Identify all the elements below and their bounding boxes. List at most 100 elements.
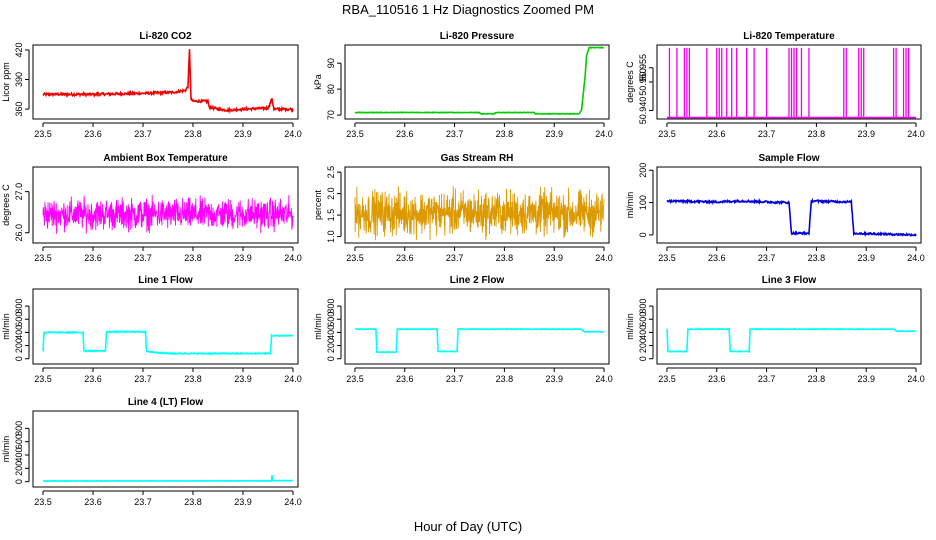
- y-axis-sampleflow: 0 100 200: [638, 163, 654, 237]
- y-tick-label: 50.940: [638, 97, 648, 125]
- x-tick-label: 23.8: [496, 129, 514, 139]
- series-line-rh: [354, 186, 605, 241]
- plot-frame-li820temp: [656, 44, 922, 120]
- y-tick-label: 70: [326, 110, 336, 120]
- panel-title-line1: Line 1 Flow: [138, 275, 193, 286]
- x-tick-label: 23.5: [658, 129, 676, 139]
- panel-title-li820temp: Li-820 Temperature: [743, 31, 835, 42]
- x-tick-label: 23.8: [184, 374, 202, 384]
- x-tick-label: 23.5: [346, 253, 364, 263]
- x-tick-label: 23.8: [808, 374, 826, 384]
- y-tick-label: 100: [638, 195, 648, 210]
- y-tick-label: 0: [14, 479, 24, 484]
- y-tick-label: 1.0: [326, 230, 336, 243]
- x-tick-label: 23.8: [496, 253, 514, 263]
- series-rh: [354, 186, 605, 241]
- plot-frame-line4: [32, 410, 299, 488]
- y-tick-label: 600: [14, 434, 24, 449]
- plot-frame-line1: [32, 288, 299, 365]
- x-tick-label: 23.5: [658, 374, 676, 384]
- plot-frame-line2: [344, 288, 610, 365]
- x-tick-label: 24.0: [595, 129, 613, 139]
- series-boxtemp: [42, 194, 294, 234]
- y-tick-label: 0: [638, 232, 648, 237]
- panel-rh: Gas Stream RH 23.5 23.6 23.7 23.8 23.9 24.0 1.0…: [313, 153, 613, 263]
- y-tick-label: 0: [326, 356, 336, 361]
- y-tick-label: 600: [638, 312, 648, 327]
- y-tick-label: 390: [14, 72, 24, 87]
- x-tick-label: 23.6: [84, 253, 102, 263]
- plot-frame-line3: [656, 288, 922, 365]
- y-axis-label-pressure: kPa: [313, 74, 323, 90]
- y-tick-label: 200: [14, 338, 24, 353]
- x-tick-label: 23.5: [34, 129, 52, 139]
- y-axis-label-rh: percent: [313, 189, 323, 220]
- x-axis-rh: 23.5 23.6 23.7 23.8 23.9 24.0: [346, 246, 613, 263]
- plot-frame-sampleflow: [656, 166, 922, 244]
- x-tick-label: 24.0: [284, 253, 302, 263]
- y-tick-label: 600: [326, 312, 336, 327]
- y-tick-label: 400: [326, 325, 336, 340]
- y-tick-label: 50.955: [638, 54, 648, 82]
- series-line-line4: [42, 474, 294, 483]
- panel-title-pressure: Li-820 Pressure: [440, 31, 515, 42]
- x-tick-label: 23.6: [396, 374, 414, 384]
- y-axis-boxtemp: 26.0 27.0: [14, 183, 30, 242]
- y-tick-label: 800: [14, 421, 24, 436]
- x-tick-label: 24.0: [907, 374, 925, 384]
- x-tick-label: 23.9: [857, 129, 875, 139]
- x-tick-label: 23.5: [34, 374, 52, 384]
- x-tick-label: 23.7: [134, 497, 152, 507]
- x-axis-line4: 23.5 23.6 23.7 23.8 23.9 24.0: [34, 490, 302, 507]
- x-tick-label: 23.7: [758, 374, 776, 384]
- x-tick-label: 23.7: [134, 253, 152, 263]
- x-tick-label: 23.6: [84, 374, 102, 384]
- y-axis-label-co2: Licor ppm: [1, 62, 11, 102]
- y-tick-label: 90: [326, 58, 336, 68]
- y-tick-label: 2.5: [326, 166, 336, 179]
- y-axis-label-boxtemp: degrees C: [1, 184, 11, 226]
- y-tick-label: 400: [14, 447, 24, 462]
- x-tick-label: 23.8: [496, 374, 514, 384]
- x-tick-label: 23.9: [857, 374, 875, 384]
- panel-title-line2: Line 2 Flow: [450, 275, 505, 286]
- y-axis-co2: 360 390 420: [14, 42, 30, 117]
- y-tick-label: 200: [638, 163, 648, 178]
- panels-group: Li-820 CO2 23.5 23.6 23.7 23.8 23.9 24.0 360 390…: [1, 31, 925, 507]
- y-tick-label: 1.5: [326, 209, 336, 222]
- panel-line2: Line 2 Flow 23.5 23.6 23.7 23.8 23.9 24.0 0 2004…: [313, 275, 613, 384]
- x-tick-label: 23.6: [708, 374, 726, 384]
- x-tick-label: 23.5: [346, 129, 364, 139]
- panel-line4: Line 4 (LT) Flow 23.5 23.6 23.7 23.8 23.9 24.0…: [1, 397, 302, 507]
- y-axis-label-line3: ml/min: [625, 313, 635, 340]
- panel-title-sampleflow: Sample Flow: [758, 153, 819, 164]
- figure-xlabel: Hour of Day (UTC): [414, 519, 522, 534]
- x-tick-label: 23.7: [758, 253, 776, 263]
- y-tick-label: 26.0: [14, 224, 24, 242]
- x-tick-label: 23.9: [234, 497, 252, 507]
- x-tick-label: 23.7: [758, 129, 776, 139]
- y-axis-rh: 1.0 1.5 2.0 2.5: [326, 166, 342, 243]
- y-tick-label: 400: [14, 325, 24, 340]
- x-tick-label: 23.9: [857, 253, 875, 263]
- x-tick-label: 23.6: [708, 129, 726, 139]
- y-tick-label: 50.950: [638, 68, 648, 96]
- series-line-co2: [42, 49, 294, 114]
- x-tick-label: 23.8: [808, 129, 826, 139]
- panel-line3: Line 3 Flow 23.5 23.6 23.7 23.8 23.9 24.0 0 2004…: [625, 275, 925, 384]
- y-axis-label-line2: ml/min: [313, 313, 323, 340]
- x-tick-label: 23.7: [134, 129, 152, 139]
- y-axis-label-sampleflow: ml/min: [625, 192, 635, 219]
- y-axis-pressure: 70 80 90: [326, 58, 342, 120]
- y-tick-label: 600: [14, 312, 24, 327]
- x-tick-label: 23.7: [446, 253, 464, 263]
- x-tick-label: 23.5: [346, 374, 364, 384]
- x-tick-label: 23.8: [184, 253, 202, 263]
- panel-sampleflow: Sample Flow 23.5 23.6 23.7 23.8 23.9 24.0 0 100 2…: [625, 153, 925, 263]
